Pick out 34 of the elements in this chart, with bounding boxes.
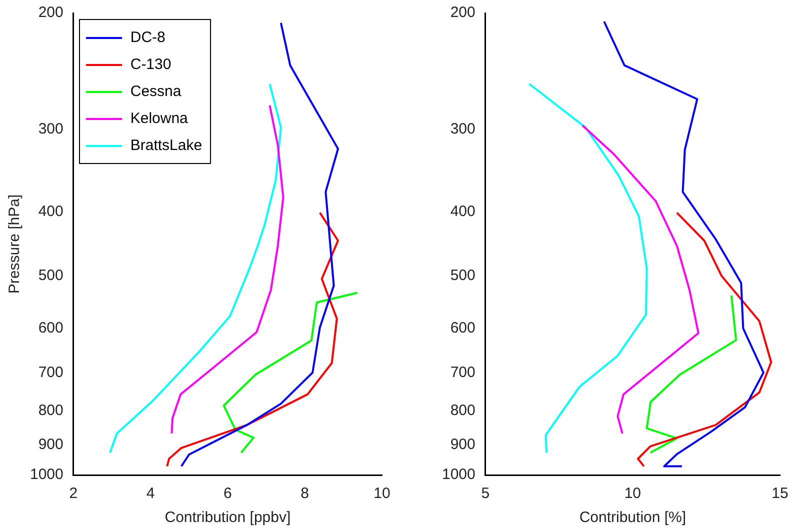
y-tick-label: 800 xyxy=(38,402,64,420)
legend-label: BrattsLake xyxy=(130,137,202,154)
x-tick-label: 6 xyxy=(224,485,232,502)
legend-label: Cessna xyxy=(130,83,182,100)
y-axis-title: Pressure [hPa] xyxy=(6,194,24,294)
y-tick-label: 1000 xyxy=(30,466,64,484)
x-tick-label: 10 xyxy=(374,485,390,502)
y-tick-label: 700 xyxy=(38,364,64,381)
legend-label: DC-8 xyxy=(130,29,166,46)
y-tick-label: 1000 xyxy=(442,466,476,484)
y-tick-label: 800 xyxy=(450,402,476,420)
x-axis-title: Contribution [%] xyxy=(579,509,686,526)
y-tick-label: 900 xyxy=(450,436,476,453)
y-tick-label: 400 xyxy=(450,203,476,220)
x-tick-label: 15 xyxy=(772,485,788,502)
x-tick-label: 10 xyxy=(624,485,642,502)
x-tick-label: 8 xyxy=(300,485,310,502)
y-tick-label: 600 xyxy=(450,320,476,337)
x-tick-label: 4 xyxy=(146,485,155,502)
x-axis-title: Contribution [ppbv] xyxy=(164,509,291,526)
x-tick-label: 2 xyxy=(69,485,78,502)
x-tick-label: 5 xyxy=(481,485,490,502)
legend-label: Kelowna xyxy=(130,110,188,127)
legend-label: C-130 xyxy=(130,56,172,73)
y-tick-label: 200 xyxy=(450,4,476,22)
y-tick-label: 300 xyxy=(38,120,64,138)
y-tick-label: 700 xyxy=(450,364,476,381)
y-tick-label: 400 xyxy=(38,203,64,220)
y-tick-label: 500 xyxy=(38,267,64,284)
y-tick-label: 600 xyxy=(38,320,64,337)
y-tick-label: 300 xyxy=(450,120,476,138)
y-tick-label: 200 xyxy=(38,4,64,22)
y-tick-label: 900 xyxy=(38,436,64,453)
y-tick-label: 500 xyxy=(450,267,476,284)
